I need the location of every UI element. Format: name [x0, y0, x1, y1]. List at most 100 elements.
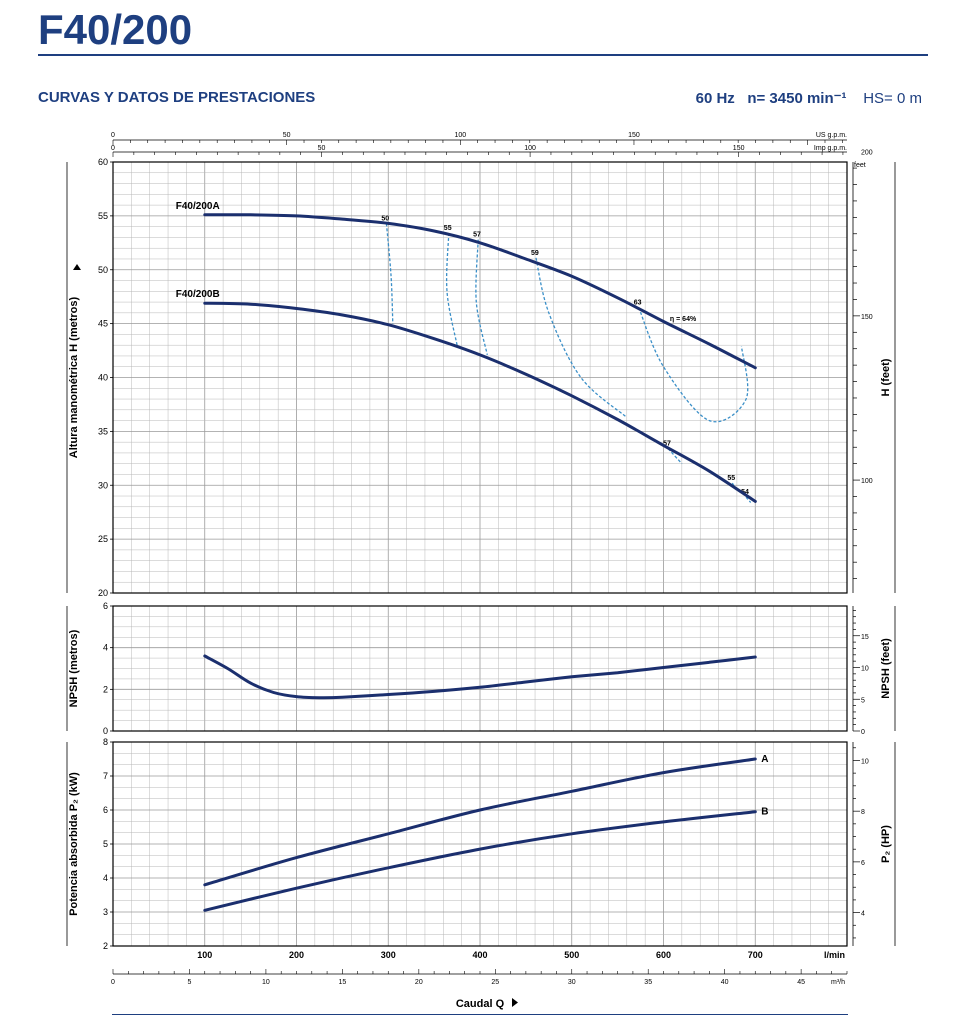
- efficiency-max-annotation: η = 64%: [670, 316, 697, 323]
- x-axis-arrow-icon: [512, 998, 518, 1007]
- efficiency-label: 55: [727, 475, 735, 482]
- y2-tick-label: 150: [861, 314, 873, 321]
- x-tick-label: 500: [564, 950, 579, 960]
- y2-tick-label: 8: [861, 809, 865, 816]
- frequency-label: 60 Hz: [695, 90, 735, 107]
- efficiency-label: 54: [741, 489, 749, 496]
- y2-tick-label: 0: [861, 729, 865, 736]
- y2-tick-label: 5: [861, 697, 865, 704]
- top-imp-unit: Imp g.p.m.: [814, 145, 847, 152]
- x-tick-label: 400: [472, 950, 487, 960]
- efficiency-curve: [535, 257, 628, 418]
- bottom-m3h-tick-label: 35: [644, 979, 652, 986]
- bottom-m3h-tick-label: 45: [797, 979, 805, 986]
- y-tick-label: 45: [98, 319, 108, 329]
- top-us-unit: US g.p.m.: [816, 132, 847, 139]
- y-tick-label: 7: [103, 771, 108, 781]
- x-tick-label: 200: [289, 950, 304, 960]
- y2-tick-label: 10: [861, 666, 869, 673]
- y-tick-label: 6: [103, 805, 108, 815]
- top-imp-tick-label: 0: [111, 145, 115, 152]
- y2-unit-label: feet: [854, 162, 866, 169]
- bottom-m3h-tick-label: 30: [568, 979, 576, 986]
- top-imp-tick-label: 150: [733, 145, 745, 152]
- hs-label: HS= 0 m: [863, 90, 922, 107]
- x-unit-label: l/min: [824, 950, 845, 960]
- top-imp-tick-label: 100: [524, 145, 536, 152]
- y-tick-label: 20: [98, 588, 108, 598]
- series-line: [203, 213, 757, 370]
- power-panel: 2 3 4 5 6 7 8 Potencia absorbida P₂ (kW) P₂ (HP)…: [66, 737, 896, 951]
- y2-tick-label: 15: [861, 634, 869, 641]
- series-line: [203, 301, 757, 503]
- efficiency-curve: [638, 307, 749, 423]
- efficiency-curve: [745, 496, 752, 503]
- bottom-m3h-tick-label: 40: [721, 979, 729, 986]
- efficiency-label: 57: [473, 232, 481, 239]
- y2-tick-label: 10: [861, 758, 869, 765]
- bottom-m3h-unit: m³/h: [831, 979, 845, 986]
- y2-tick-label: 6: [861, 860, 865, 867]
- efficiency-label: 50: [381, 215, 389, 222]
- y-tick-label: 2: [103, 684, 108, 694]
- efficiency-curve: [445, 233, 458, 346]
- x-axis-label: Caudal Q: [456, 998, 505, 1010]
- bottom-divider: [112, 1014, 848, 1015]
- y-tick-label: 5: [103, 839, 108, 849]
- top-us-tick-label: 0: [111, 132, 115, 139]
- efficiency-curve: [475, 239, 488, 356]
- y-tick-label: 30: [98, 480, 108, 490]
- efficiency-curve: [385, 223, 394, 324]
- bottom-m3h-tick-label: 10: [262, 979, 270, 986]
- y-axis-label: NPSH (metros): [68, 629, 80, 707]
- series-label: F40/200A: [176, 201, 220, 212]
- npsh-panel: 0 2 4 6 NPSH (metros) NPSH (feet): [66, 601, 896, 736]
- series-line: [203, 810, 757, 912]
- x-tick-label: 700: [748, 950, 763, 960]
- operating-parameters: 60 Hz n= 3450 min⁻¹ HS= 0 m: [696, 89, 922, 107]
- y-tick-label: 2: [103, 941, 108, 951]
- page-subtitle: CURVAS Y DATOS DE PRESTACIONES: [38, 89, 316, 106]
- top-imp-tick-label: 50: [318, 145, 326, 152]
- y-tick-label: 25: [98, 534, 108, 544]
- efficiency-label: 55: [444, 225, 452, 232]
- y-tick-label: 35: [98, 426, 108, 436]
- y-tick-label: 8: [103, 737, 108, 747]
- x-tick-label: 100: [197, 950, 212, 960]
- y-tick-label: 4: [103, 873, 108, 883]
- top-us-tick-label: 150: [628, 132, 640, 139]
- bottom-m3h-tick-label: 25: [491, 979, 499, 986]
- series-label: B: [761, 807, 768, 818]
- y2-axis-label: P₂ (HP): [880, 825, 892, 863]
- y2-tick-label: 100: [861, 478, 873, 485]
- top-us-tick-label: 50: [283, 132, 291, 139]
- y-tick-label: 0: [103, 726, 108, 736]
- y-tick-label: 3: [103, 907, 108, 917]
- series-line: [203, 654, 757, 700]
- y-tick-label: 4: [103, 643, 108, 653]
- efficiency-curve: [731, 482, 738, 491]
- y-axis-label: Altura manométrica H (metros): [68, 296, 80, 458]
- y-axis-arrow-icon: [73, 264, 81, 270]
- y-tick-label: 50: [98, 265, 108, 275]
- panel-frame: [112, 605, 848, 732]
- series-line: [203, 757, 757, 887]
- speed-label: n= 3450 min⁻¹: [747, 90, 847, 107]
- head-panel: 20 25 30 35 40 45 50 55 60 Altura manométrica H (…: [66, 157, 896, 598]
- bottom-m3h-tick-label: 15: [338, 979, 346, 986]
- top-us-tick-label: 100: [454, 132, 466, 139]
- y-axis-label: Potencia absorbida P₂ (kW): [68, 772, 80, 916]
- y-tick-label: 6: [103, 601, 108, 611]
- efficiency-label: 57: [663, 441, 671, 448]
- bottom-m3h-tick-label: 20: [415, 979, 423, 986]
- y-tick-label: 40: [98, 373, 108, 383]
- bottom-m3h-tick-label: 5: [188, 979, 192, 986]
- y-tick-label: 55: [98, 211, 108, 221]
- series-label: A: [761, 754, 768, 765]
- efficiency-label: 59: [531, 250, 539, 257]
- y2-tick-label: 200: [861, 150, 873, 157]
- title-divider: [38, 54, 928, 56]
- series-label: F40/200B: [176, 289, 220, 300]
